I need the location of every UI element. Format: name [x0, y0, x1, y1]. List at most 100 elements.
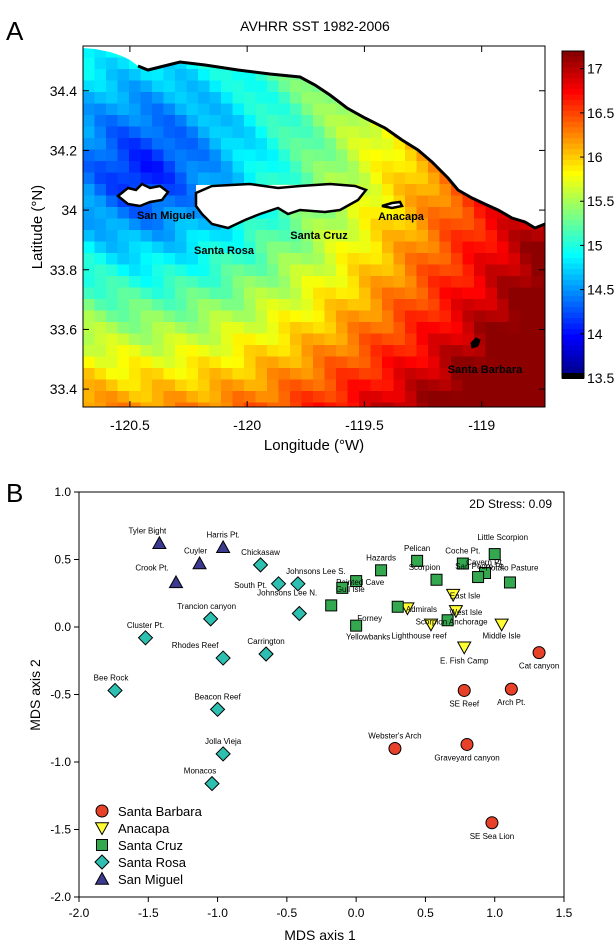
sst-cell — [152, 172, 164, 185]
point-marker — [291, 605, 308, 622]
sst-cell — [267, 161, 279, 173]
sst-cell — [439, 322, 452, 334]
point-marker — [204, 775, 220, 792]
sst-cell — [278, 402, 291, 408]
sst-cell — [382, 287, 394, 300]
sst-cell — [462, 356, 475, 369]
sst-cell — [83, 310, 95, 323]
sst-cell — [324, 138, 337, 150]
sst-cell — [221, 322, 233, 334]
sst-cell — [140, 391, 153, 403]
sst-cell — [209, 322, 222, 334]
map-y-tick-label: 34.2 — [50, 142, 77, 158]
map-y-tick-label: 33.8 — [50, 262, 77, 278]
legend-marker — [94, 854, 110, 870]
sst-cell — [336, 322, 348, 334]
sst-cell — [163, 80, 176, 93]
sst-cell — [313, 379, 325, 392]
sst-cell — [290, 345, 302, 357]
sst-cell — [336, 218, 348, 231]
point-label: Monacos — [184, 767, 216, 776]
sst-cell — [336, 115, 348, 127]
coastline — [137, 60, 546, 230]
sst-cell — [347, 345, 360, 357]
sst-cell — [382, 218, 394, 231]
sst-cell — [405, 402, 417, 408]
colorbar-segment — [562, 94, 584, 101]
colorbar-bottom-segment — [562, 373, 584, 379]
sst-cell — [129, 149, 141, 162]
sst-cell — [186, 172, 199, 185]
sst-cell — [221, 253, 233, 265]
sst-cell — [301, 138, 314, 150]
colorbar-tick-label: 14.5 — [587, 282, 614, 298]
sst-cell — [106, 322, 118, 334]
sst-cell — [267, 230, 279, 242]
sst-cell — [416, 345, 429, 357]
sst-cell — [474, 287, 486, 300]
sst-cell — [129, 138, 141, 150]
point-marker — [460, 737, 474, 751]
sst-cell — [94, 299, 107, 311]
santa-barbara-island — [470, 337, 481, 349]
sst-cell — [232, 345, 245, 357]
sst-cell — [129, 80, 141, 93]
sst-cell — [347, 138, 360, 150]
sst-cell — [508, 241, 521, 254]
sst-cell — [255, 241, 268, 254]
sst-cell — [382, 356, 394, 369]
sst-cell — [451, 276, 463, 288]
map-axes: -120.5 -120 -119.5 -119 34.4 34.2 34 33.8 33.6 33… — [50, 46, 545, 433]
sst-cell — [520, 345, 532, 357]
sst-cell — [382, 310, 394, 323]
sst-cell — [336, 345, 348, 357]
sst-cell — [393, 287, 406, 300]
point-label: Little Scorpion — [477, 533, 528, 542]
sst-cell — [416, 391, 429, 403]
sst-cell — [83, 161, 95, 173]
sst-cell — [508, 391, 521, 403]
colorbar-tick-label: 15 — [587, 237, 603, 253]
sst-cell — [370, 276, 383, 288]
sst-cell — [336, 126, 348, 139]
sst-cell — [497, 264, 509, 277]
point-marker — [202, 611, 219, 627]
scatter-x-tick-label: -1.0 — [207, 906, 228, 920]
sst-cell — [324, 126, 337, 139]
sst-cell — [370, 126, 383, 139]
sst-cell — [94, 57, 107, 70]
sst-cell — [221, 333, 233, 346]
sst-cell — [301, 310, 314, 323]
sst-cell — [255, 368, 268, 380]
sst-cell — [255, 253, 268, 265]
point-label: San Pedro Pt. — [455, 562, 505, 571]
point-label: E. Fish Camp — [440, 656, 489, 665]
legend-marker — [96, 839, 108, 851]
sst-cell — [370, 391, 383, 403]
sst-cell — [347, 149, 360, 162]
sst-cell — [244, 391, 256, 403]
sst-cell — [163, 138, 176, 150]
sst-cell — [497, 218, 509, 231]
sst-cell — [301, 161, 314, 173]
sst-cell — [451, 287, 463, 300]
sst-cell — [255, 322, 268, 334]
sst-cell — [393, 322, 406, 334]
colorbar-segment — [562, 83, 584, 90]
sst-cell — [267, 207, 279, 219]
sst-cell — [106, 115, 118, 127]
sst-cell — [451, 195, 463, 208]
colorbar-segment — [562, 219, 584, 226]
sst-cell — [370, 195, 383, 208]
sst-cell — [543, 379, 546, 392]
sst-cell — [94, 276, 107, 288]
sst-cell — [416, 333, 429, 346]
sst-cell — [209, 138, 222, 150]
sst-cell — [94, 115, 107, 127]
sst-cell — [152, 80, 164, 93]
sst-cell — [543, 333, 546, 346]
sst-cell — [106, 69, 118, 81]
sst-cell — [209, 253, 222, 265]
sst-cell — [416, 230, 429, 242]
sst-cell — [244, 80, 256, 93]
